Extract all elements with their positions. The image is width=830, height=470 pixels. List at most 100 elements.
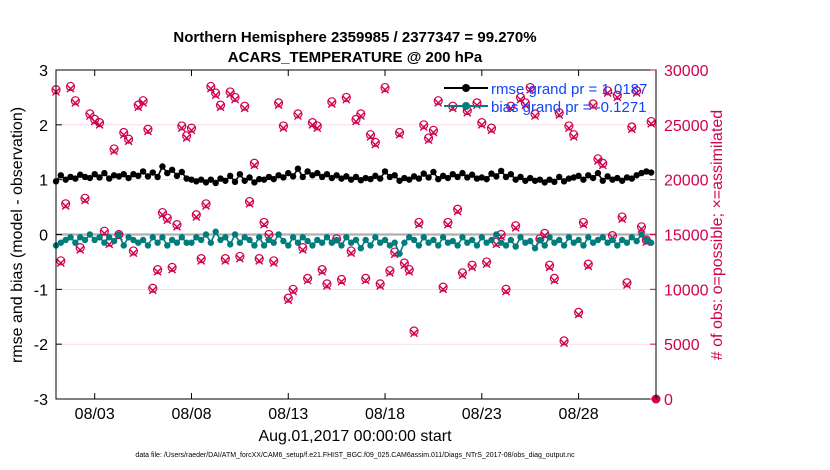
bias-point [643,236,650,244]
rmse-point [222,177,229,184]
obs-possible-point [254,254,264,264]
obs-assimilated-point [613,93,622,102]
bias-point [468,236,476,244]
bias-point [236,239,244,246]
obs-possible-point [336,274,347,285]
obs-assimilated-point [182,133,191,142]
obs-assimilated-point [177,124,186,133]
rmse-point [623,174,631,181]
rmse-point [628,175,636,182]
bias-point [164,242,171,249]
bias-point [265,236,273,244]
obs-possible-point [564,121,574,131]
rmse-point [173,172,181,180]
obs-assimilated-point [293,112,302,121]
obs-possible-point [569,130,579,140]
obs-possible-point [119,127,129,138]
obs-possible-point [627,122,637,132]
obs-possible-point [220,254,230,264]
obs-possible-point [578,217,589,228]
obs-possible-point [191,210,201,220]
rmse-point [459,169,466,177]
rmse-point [86,174,94,182]
obs-possible-point [177,121,187,131]
bias-point [531,245,539,252]
bias-point [454,242,461,249]
rmse-point [406,176,413,183]
rmse-point [396,177,403,184]
obs-possible-point [554,108,564,118]
bias-point [512,243,519,250]
bias-point [343,234,350,241]
bias-point [309,242,316,249]
bias-point [178,234,186,241]
bias-point [338,242,345,249]
bias-point [381,236,389,244]
obs-possible-point [109,144,119,154]
obs-possible-point [409,326,419,336]
obs-assimilated-point [95,120,104,129]
obs-possible-point [501,284,511,294]
rmse-point [347,176,355,183]
obs-assimilated-point [564,124,573,133]
obs-assimilated-point [202,201,210,210]
legend-bias-label: bias grand pr = -0.1271 [491,99,647,116]
bias-point [580,242,587,249]
bias-point [560,242,568,249]
obs-possible-point [70,96,80,106]
obs-assimilated-point [56,259,65,268]
bias-point [391,239,398,246]
obs-possible-point [549,273,559,283]
bias-point [415,242,423,249]
obs-assimilated-point [405,267,414,276]
bias-point [493,231,500,238]
rmse-point [526,174,534,182]
rmse-point [439,172,447,180]
obs-assimilated-point [216,103,225,112]
bias-point [333,236,340,244]
obs-possible-point [632,86,642,96]
rmse-point [304,168,311,175]
obs-possible-point [457,268,468,278]
bias-point [193,234,200,241]
rmse-point [401,174,408,182]
rmse-point [188,176,195,183]
obs-assimilated-point [632,89,641,98]
rmse-point [343,173,350,180]
obs-assimilated-point [76,245,85,254]
obs-assimilated-point [61,201,70,210]
rmse-point [415,175,423,182]
obs-possible-point [540,228,550,239]
x-tick-label: 08/23 [462,406,502,423]
rmse-point [338,175,345,182]
y-right-tick-label: 0 [664,392,673,409]
obs-possible-point [544,260,555,270]
rmse-point [299,173,306,181]
rmse-point [444,174,452,182]
rmse-point [154,173,161,181]
obs-possible-point [172,220,182,230]
obs-assimilated-point [506,104,515,113]
bias-point [609,236,616,244]
y-left-tick-label: 3 [39,63,48,80]
bias-point [546,234,553,241]
bias-point [149,234,156,241]
obs-assimilated-point [400,261,409,270]
obs-assimilated-point [385,268,394,277]
obs-possible-point [588,99,598,109]
bias-point [430,236,437,244]
bias-point [168,236,176,244]
obs-possible-point [235,251,245,262]
obs-possible-point [636,222,647,232]
bias-point [144,242,152,249]
bias-point [488,236,495,244]
rmse-point [391,172,398,179]
obs-possible-point [303,273,313,283]
obs-possible-point [573,307,584,317]
rmse-point [256,175,263,183]
obs-assimilated-point [211,91,220,100]
obs-possible-point [148,283,158,293]
obs-assimilated-point [235,254,244,263]
y-right-tick-label: 15000 [664,228,709,245]
obs-assimilated-point [647,119,656,128]
